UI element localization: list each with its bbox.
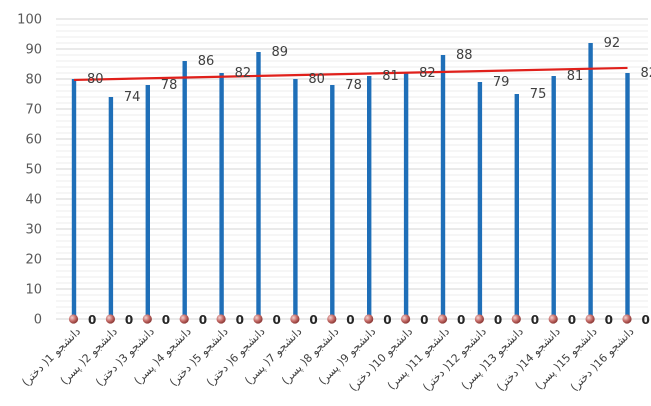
zero-marker bbox=[585, 314, 595, 324]
bar-data-label: 80 bbox=[308, 72, 325, 87]
bar bbox=[440, 55, 446, 319]
x-category-label: دانشجو 16( دختر) bbox=[568, 325, 637, 394]
zero-marker bbox=[68, 314, 79, 324]
zero-data-label: 0 bbox=[346, 313, 354, 327]
zero-data-label: 0 bbox=[605, 313, 613, 327]
x-category-label: دانشجو 14( دختر) bbox=[494, 325, 563, 394]
bar-data-label: 79 bbox=[493, 75, 510, 90]
zero-data-label: 0 bbox=[531, 313, 539, 327]
bar-data-label: 75 bbox=[530, 87, 547, 102]
y-axis-ticks: 0 10 20 30 40 50 60 70 80 90 100 bbox=[17, 13, 42, 328]
y-tick-label: 70 bbox=[25, 103, 42, 118]
bar bbox=[551, 76, 556, 319]
bar bbox=[403, 73, 409, 319]
bar-data-label: 82 bbox=[419, 66, 436, 81]
zero-data-label: 0 bbox=[494, 313, 502, 327]
zero-data-label: 0 bbox=[457, 313, 465, 327]
zero-marker bbox=[216, 314, 226, 324]
bar-series bbox=[71, 43, 630, 319]
data-labels: 80 74 78 86 82 89 80 78 81 82 88 79 75 81 92 82 0 0 0 0 0 0 0 0… bbox=[87, 36, 651, 327]
bar bbox=[108, 97, 114, 319]
zero-data-label: 0 bbox=[273, 313, 281, 327]
zero-data-label: 0 bbox=[236, 313, 244, 327]
y-tick-label: 10 bbox=[25, 283, 42, 298]
zero-data-label: 0 bbox=[642, 313, 650, 327]
zero-marker bbox=[253, 314, 263, 324]
bar-data-label: 86 bbox=[198, 54, 215, 69]
zero-data-label: 0 bbox=[309, 313, 317, 327]
x-axis-categories: دانشجو 1( دختر)دانشجو 2( پسر)دانشجو 3( د… bbox=[19, 325, 636, 394]
y-tick-label: 80 bbox=[25, 73, 42, 88]
zero-marker bbox=[401, 314, 411, 324]
bar bbox=[182, 61, 187, 319]
zero-marker bbox=[474, 314, 484, 324]
zero-marker bbox=[142, 314, 152, 324]
bar-data-label: 92 bbox=[604, 36, 621, 51]
bar bbox=[330, 85, 335, 319]
bar-data-label: 78 bbox=[161, 78, 178, 93]
bar-data-label: 74 bbox=[124, 90, 141, 105]
zero-marker bbox=[105, 314, 115, 324]
zero-marker bbox=[548, 314, 558, 324]
zero-marker bbox=[327, 314, 337, 324]
zero-marker bbox=[437, 314, 448, 324]
x-category-label: دانشجو 12( دختر) bbox=[420, 325, 489, 394]
bar-data-label: 81 bbox=[567, 69, 584, 84]
zero-data-label: 0 bbox=[88, 313, 96, 327]
bar bbox=[514, 94, 519, 319]
zero-marker bbox=[290, 314, 300, 324]
y-tick-label: 50 bbox=[25, 163, 42, 178]
bar-data-label: 78 bbox=[345, 78, 362, 93]
zero-data-label: 0 bbox=[125, 313, 133, 327]
bar-data-label: 82 bbox=[641, 66, 651, 81]
zero-data-label: 0 bbox=[383, 313, 391, 327]
zero-marker bbox=[511, 314, 521, 324]
y-tick-label: 0 bbox=[34, 313, 42, 328]
zero-marker bbox=[622, 314, 632, 324]
y-tick-label: 100 bbox=[17, 13, 42, 28]
x-category-label: دانشجو 10( دختر) bbox=[346, 325, 415, 394]
zero-data-label: 0 bbox=[162, 313, 170, 327]
zero-marker bbox=[364, 314, 374, 324]
trendline bbox=[73, 66, 628, 82]
zero-data-label: 0 bbox=[568, 313, 576, 327]
bar-data-label: 81 bbox=[382, 69, 399, 84]
bar bbox=[477, 82, 483, 319]
y-tick-label: 60 bbox=[25, 133, 42, 148]
zero-data-label: 0 bbox=[420, 313, 428, 327]
y-tick-label: 40 bbox=[25, 193, 42, 208]
bar bbox=[71, 79, 77, 319]
gridlines bbox=[56, 18, 648, 320]
zero-marker bbox=[179, 314, 189, 324]
bar bbox=[625, 73, 630, 319]
bar bbox=[293, 79, 298, 319]
y-tick-label: 90 bbox=[25, 43, 42, 58]
y-tick-label: 30 bbox=[25, 223, 42, 238]
y-tick-label: 20 bbox=[25, 253, 42, 268]
bar bbox=[367, 76, 372, 319]
trendline-layer bbox=[73, 66, 628, 82]
bar-data-label: 89 bbox=[272, 45, 289, 60]
bar bbox=[588, 43, 593, 319]
zero-series bbox=[68, 314, 632, 324]
bar bbox=[219, 73, 224, 319]
bar bbox=[145, 85, 150, 319]
bar-data-label: 88 bbox=[456, 48, 473, 63]
bar-data-label: 80 bbox=[87, 72, 104, 87]
zero-data-label: 0 bbox=[199, 313, 207, 327]
bar-data-label: 82 bbox=[235, 66, 252, 81]
bar bbox=[256, 52, 261, 319]
